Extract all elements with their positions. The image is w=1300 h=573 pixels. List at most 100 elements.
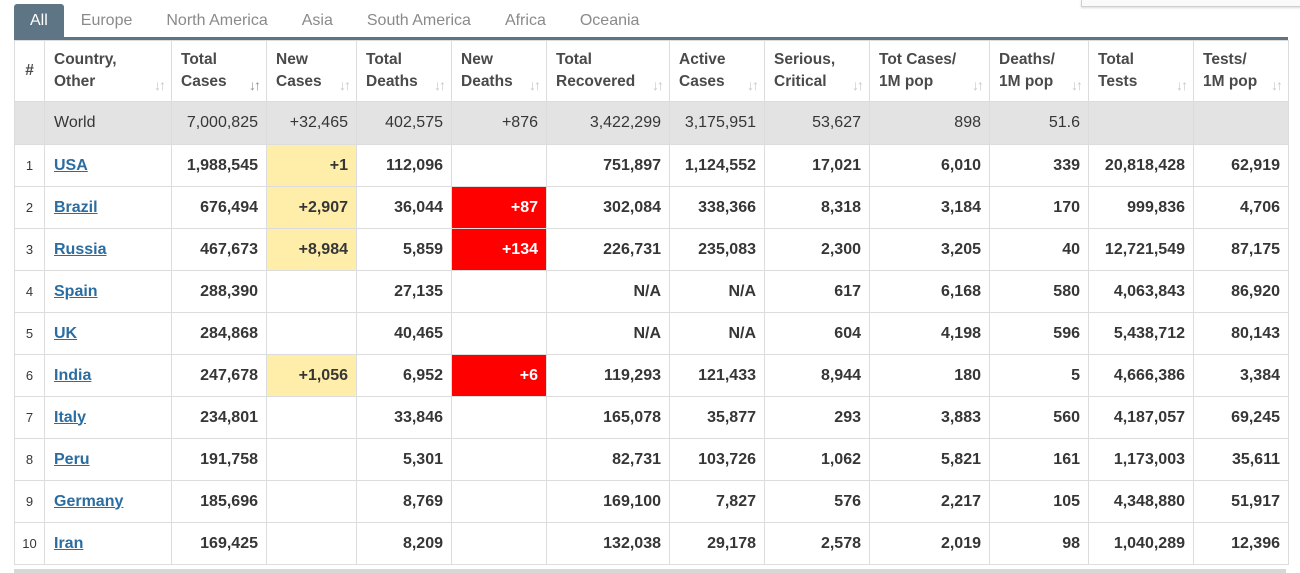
cell-total-tests: 4,063,843 (1088, 270, 1194, 313)
cell-serious-critical: 576 (764, 480, 870, 523)
tab-oceania[interactable]: Oceania (579, 11, 640, 29)
column-header-line1: Tot Cases/ (879, 51, 957, 68)
country-link[interactable]: India (54, 366, 92, 384)
cell-country: Iran (44, 522, 172, 565)
column-header-serious-critical[interactable]: Serious, Critical ↓↑ (764, 40, 870, 102)
cell-deaths-1m: 98 (989, 522, 1089, 565)
dropdown-panel-edge[interactable] (1081, 0, 1300, 7)
country-link[interactable]: Italy (54, 408, 87, 426)
cell-serious-critical: 53,627 (764, 101, 870, 145)
column-header-active-cases[interactable]: Active Cases ↓↑ (669, 40, 765, 102)
column-header-label: Active Cases (679, 49, 764, 93)
sort-arrows-icon[interactable]: ↓↑ (852, 77, 864, 93)
sort-arrows-icon[interactable]: ↓↑ (1176, 77, 1188, 93)
table-row: 10 Iran 169,425 8,209 132,038 29,178 2,578 2,01… (14, 522, 1289, 565)
column-header-label: New Deaths (461, 49, 546, 93)
cell-tot-cases-1m: 3,205 (869, 228, 990, 271)
column-header-line2: Cases (181, 73, 227, 90)
cell-new-cases (266, 438, 357, 481)
cell-new-deaths: +6 (451, 354, 547, 397)
cell-total-deaths: 8,209 (356, 522, 452, 565)
cell-total-deaths: 402,575 (356, 101, 452, 145)
sort-arrows-icon[interactable]: ↓↑ (434, 77, 446, 93)
sort-arrows-icon[interactable]: ↓↑ (972, 77, 984, 93)
column-header-deaths-1m[interactable]: Deaths/1M pop ↓↑ (989, 40, 1089, 102)
country-link[interactable]: Iran (54, 534, 84, 552)
cell-tests-1m: 80,143 (1193, 312, 1289, 355)
column-header-label: New Cases (276, 49, 356, 93)
cell-deaths-1m: 339 (989, 144, 1089, 187)
column-header-total-cases[interactable]: Total Cases ↓↑ (171, 40, 267, 102)
column-header-tests-1m[interactable]: Tests/1M pop ↓↑ (1193, 40, 1289, 102)
column-header-line1: Total (181, 51, 217, 68)
column-header-new-deaths[interactable]: New Deaths ↓↑ (451, 40, 547, 102)
cell-new-cases (266, 312, 357, 355)
tab-all[interactable]: All (14, 4, 64, 37)
cell-total-tests: 1,173,003 (1088, 438, 1194, 481)
column-header-country[interactable]: Country, Other ↓↑ (44, 40, 172, 102)
column-header-line2: Recovered (556, 73, 636, 90)
cell-total-recovered: 302,084 (546, 186, 670, 229)
tab-south-america[interactable]: South America (366, 11, 471, 29)
tab-europe[interactable]: Europe (80, 11, 133, 29)
cell-country: Germany (44, 480, 172, 523)
country-link[interactable]: Russia (54, 240, 107, 258)
cell-active-cases: 235,083 (669, 228, 765, 271)
cell-tot-cases-1m: 180 (869, 354, 990, 397)
tab-africa[interactable]: Africa (504, 11, 546, 29)
cell-country: Russia (44, 228, 172, 271)
cell-total-cases: 234,801 (171, 396, 267, 439)
table-header-row: # Country, Other ↓↑ Total Cases ↓↑ New Cases ↓↑ To… (14, 40, 1289, 102)
sort-arrows-icon[interactable]: ↓↑ (652, 77, 664, 93)
cell-total-deaths: 6,952 (356, 354, 452, 397)
country-link[interactable]: Peru (54, 450, 90, 468)
sort-arrows-icon[interactable]: ↓↑ (1071, 77, 1083, 93)
cell-country: World (44, 101, 172, 145)
column-header-label: Tot Cases/1M pop (879, 49, 989, 93)
cell-total-tests: 999,836 (1088, 186, 1194, 229)
tab-asia[interactable]: Asia (301, 11, 333, 29)
sort-arrows-icon[interactable]: ↓↑ (249, 77, 261, 93)
country-link[interactable]: Spain (54, 282, 98, 300)
country-link[interactable]: UK (54, 324, 78, 342)
cell-new-deaths: +134 (451, 228, 547, 271)
cell-total-tests: 4,348,880 (1088, 480, 1194, 523)
column-header-total-tests[interactable]: Total Tests ↓↑ (1088, 40, 1194, 102)
cell-new-deaths (451, 270, 547, 313)
column-header-total-recovered[interactable]: Total Recovered ↓↑ (546, 40, 670, 102)
cell-deaths-1m: 40 (989, 228, 1089, 271)
sort-arrows-icon[interactable]: ↓↑ (154, 77, 166, 93)
cell-new-deaths: +876 (451, 101, 547, 145)
column-header-line1: New (276, 51, 308, 68)
cell-total-cases: 191,758 (171, 438, 267, 481)
column-header-line1: Country, (54, 51, 117, 68)
sort-arrows-icon[interactable]: ↓↑ (1271, 77, 1283, 93)
column-header-line2: Tests (1098, 73, 1138, 90)
country-link[interactable]: Brazil (54, 198, 98, 216)
cell-new-cases (266, 396, 357, 439)
cell-total-deaths: 36,044 (356, 186, 452, 229)
column-header-total-deaths[interactable]: Total Deaths ↓↑ (356, 40, 452, 102)
column-header-tot-cases-1m[interactable]: Tot Cases/1M pop ↓↑ (869, 40, 990, 102)
cell-total-tests: 4,187,057 (1088, 396, 1194, 439)
sort-arrows-icon[interactable]: ↓↑ (339, 77, 351, 93)
cell-total-cases: 284,868 (171, 312, 267, 355)
cell-tot-cases-1m: 2,217 (869, 480, 990, 523)
cell-tests-1m: 86,920 (1193, 270, 1289, 313)
cell-new-deaths: +87 (451, 186, 547, 229)
horizontal-scrollbar[interactable] (14, 569, 1286, 573)
tab-north-america[interactable]: North America (166, 11, 268, 29)
cell-total-deaths: 40,465 (356, 312, 452, 355)
sort-arrows-icon[interactable]: ↓↑ (747, 77, 759, 93)
cell-active-cases: 338,366 (669, 186, 765, 229)
country-link[interactable]: USA (54, 156, 88, 174)
cell-active-cases: 1,124,552 (669, 144, 765, 187)
cell-country: UK (44, 312, 172, 355)
cell-active-cases: 7,827 (669, 480, 765, 523)
cell-new-cases: +8,984 (266, 228, 357, 271)
cell-new-cases (266, 270, 357, 313)
country-link[interactable]: Germany (54, 492, 124, 510)
sort-arrows-icon[interactable]: ↓↑ (529, 77, 541, 93)
column-header-line2: Deaths (366, 73, 418, 90)
column-header-new-cases[interactable]: New Cases ↓↑ (266, 40, 357, 102)
